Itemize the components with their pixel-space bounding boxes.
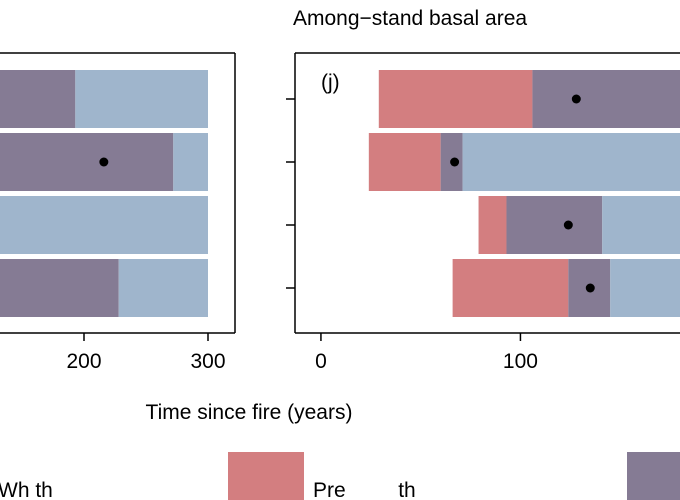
point-marker: [585, 283, 595, 293]
point-marker: [99, 157, 109, 167]
x-tick-label: 200: [66, 350, 101, 373]
bar-segment-purple: [0, 259, 119, 317]
bar-segment-purple: [506, 196, 603, 254]
point-marker: [571, 94, 581, 104]
legend-swatch-red: [228, 452, 304, 500]
panel-j: 0 100 (j): [294, 52, 680, 373]
bar-segment-purple: [0, 70, 76, 128]
bar-segment-blue: [118, 259, 208, 317]
x-tick-label: 100: [503, 350, 538, 373]
x-tick-label: 300: [190, 350, 225, 373]
point-marker: [563, 220, 573, 230]
bar-segment-red: [378, 70, 533, 128]
panel-left: 200 300: [0, 52, 236, 373]
legend: Wh th Pre th: [0, 452, 680, 500]
bar-segment-purple: [532, 70, 680, 128]
legend-swatch-purple: [627, 452, 680, 500]
bar-segment-blue: [602, 196, 680, 254]
panel-letter: (j): [321, 71, 340, 94]
bar-segment-purple: [0, 133, 174, 191]
x-tick-label: 0: [315, 350, 327, 373]
x-axis-label: Time since fire (years): [146, 401, 353, 424]
bar-segment-blue: [610, 259, 680, 317]
point-marker: [450, 157, 460, 167]
bar-segment-red: [478, 196, 507, 254]
bar-segment-blue: [0, 196, 208, 254]
bar-segment-blue: [173, 133, 208, 191]
bar-segment-red: [452, 259, 569, 317]
bar-segment-blue: [462, 133, 680, 191]
panel-j-title: Among−stand basal area: [293, 7, 527, 30]
legend-label: Pre th: [313, 479, 457, 500]
legend-label: Wh th: [0, 479, 129, 500]
bar-segment-blue: [75, 70, 208, 128]
bar-segment-red: [368, 133, 441, 191]
